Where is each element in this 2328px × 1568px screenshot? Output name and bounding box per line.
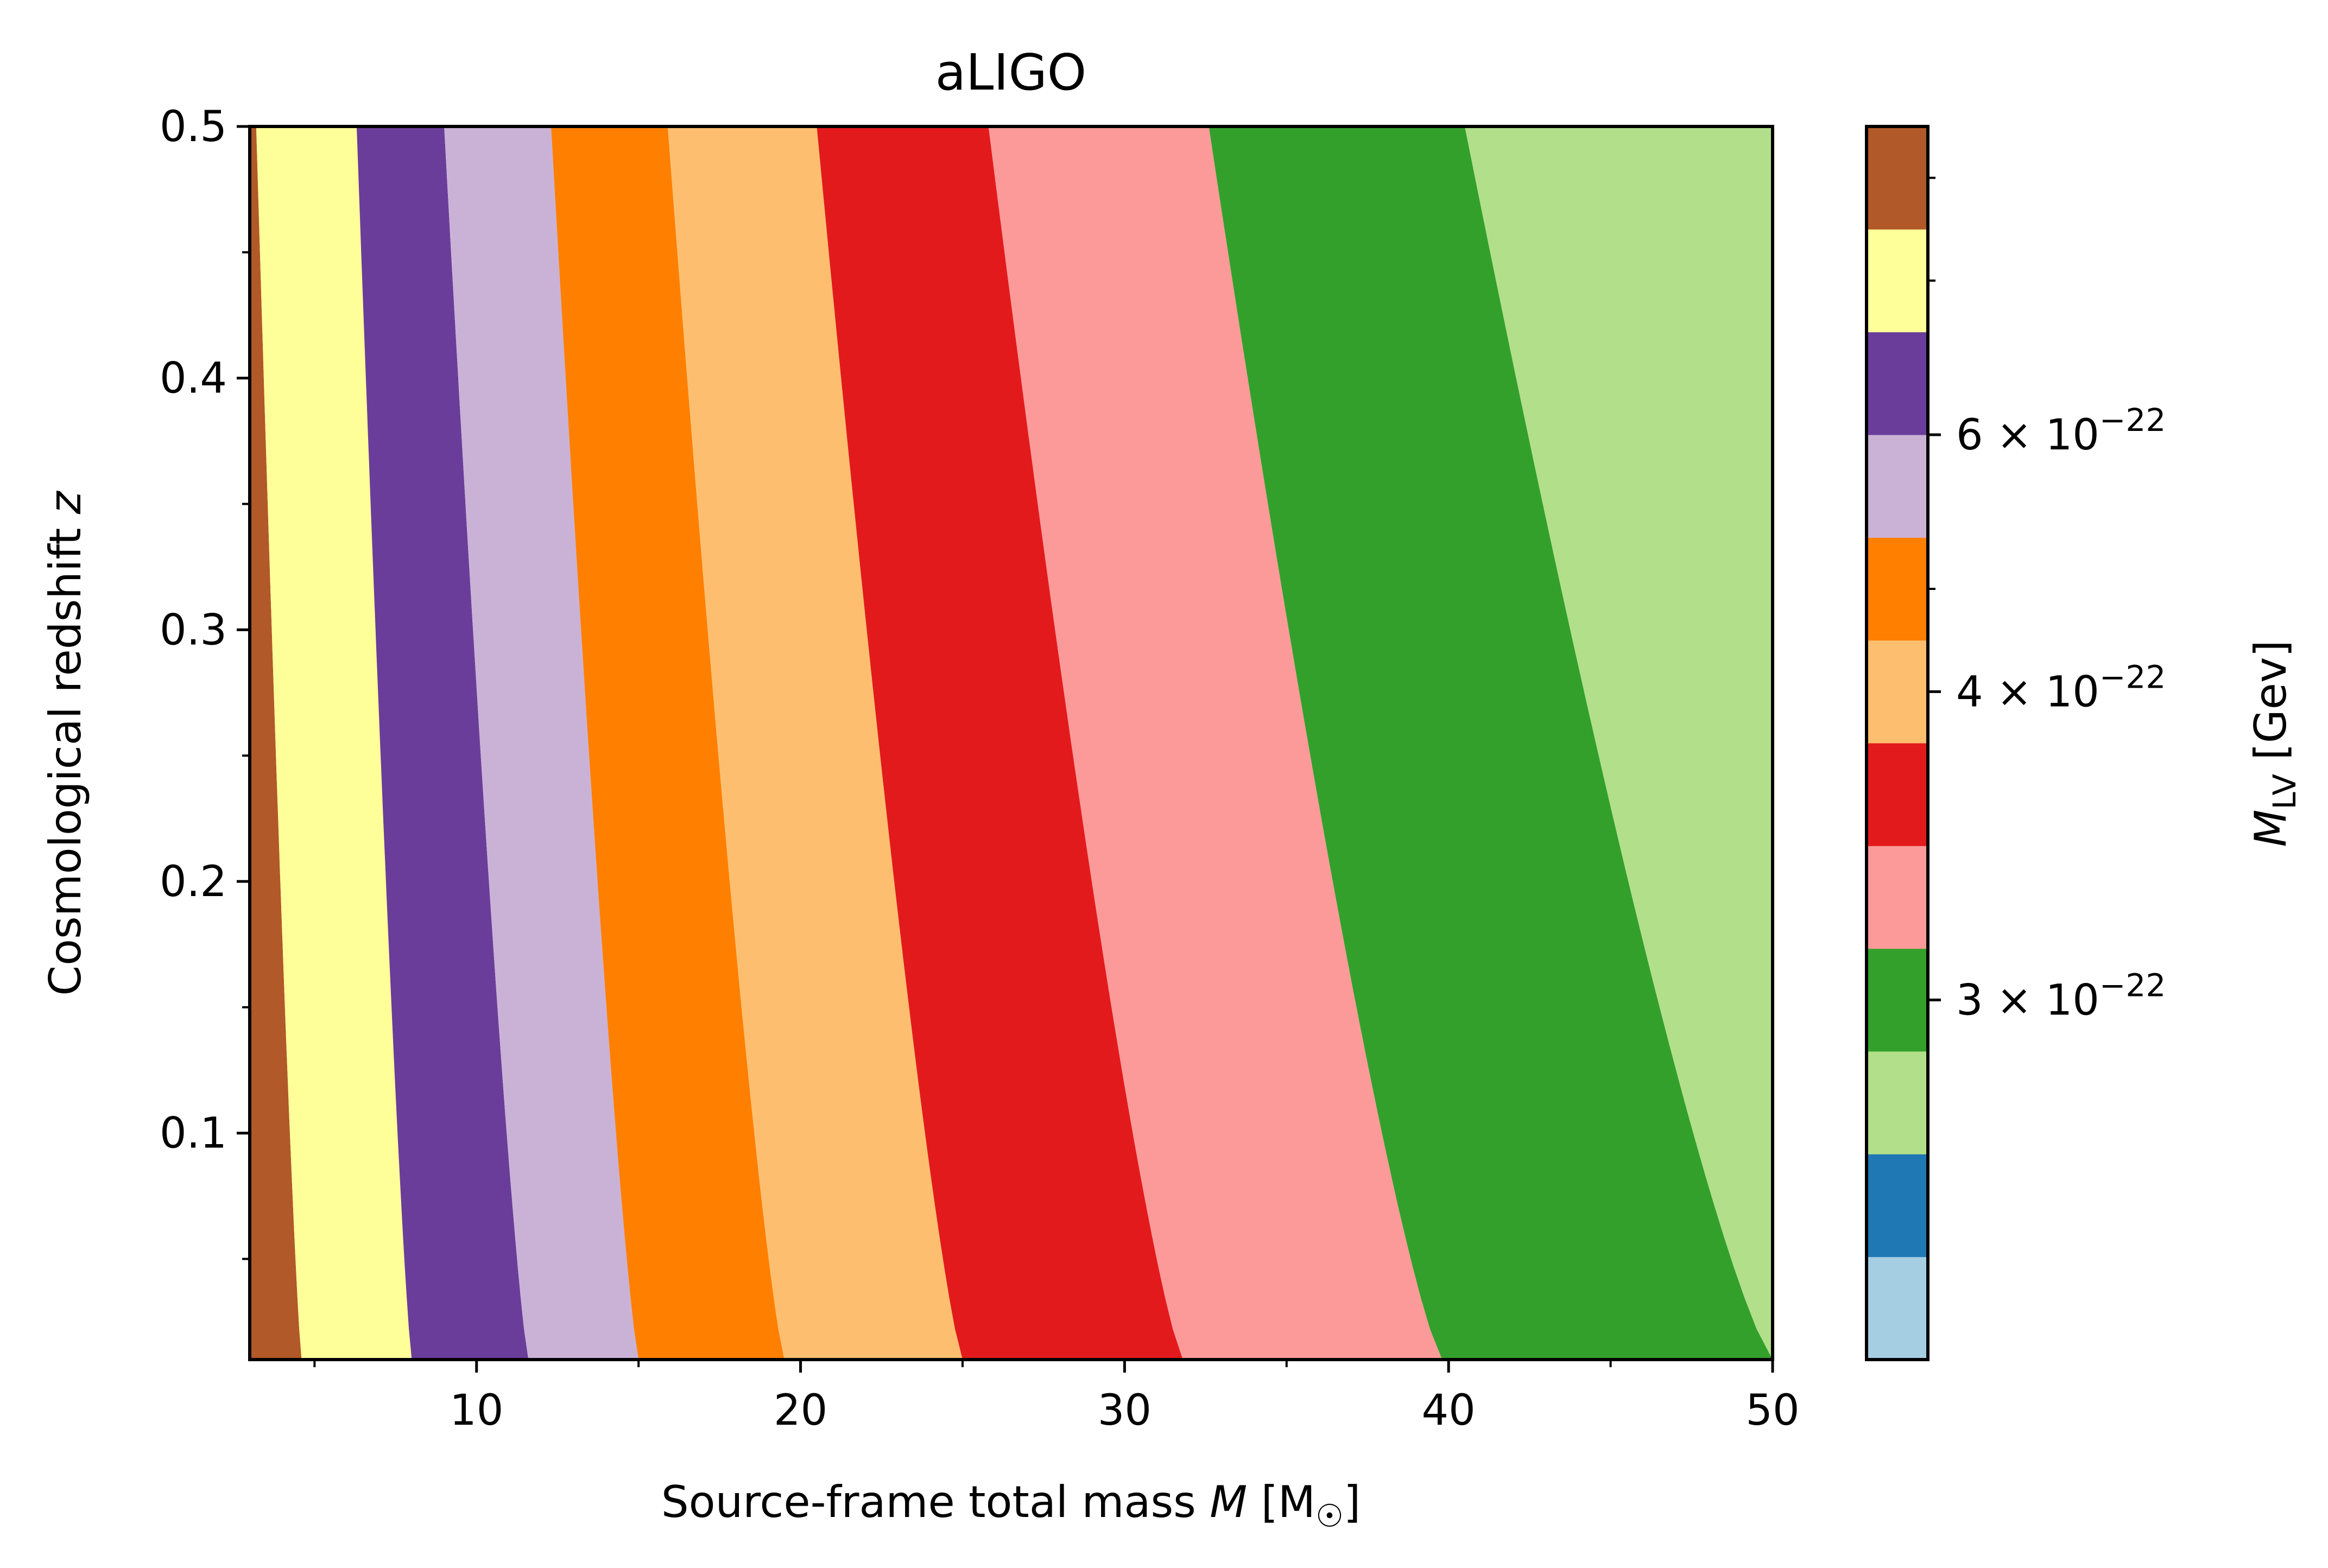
colorbar-segment xyxy=(1867,743,1928,846)
y-tick-label: 0.5 xyxy=(160,103,227,151)
colorbar-label-unit: [Gev] xyxy=(2245,640,2296,773)
y-tick-label: 0.3 xyxy=(160,606,227,655)
colorbar-segment xyxy=(1867,537,1928,641)
colorbar-tick-label: 6 × 10−22 xyxy=(1956,402,2166,460)
colorbar-segment xyxy=(1867,846,1928,949)
x-tick-label: 40 xyxy=(1422,1386,1476,1435)
colorbar-segment xyxy=(1867,1256,1928,1360)
x-axis-label-unit-close: ] xyxy=(1344,1477,1361,1527)
heatmap-band xyxy=(988,126,1443,1360)
y-axis-label: Cosmological redshift z xyxy=(40,490,91,996)
x-axis-ticks: 10 20 30 40 50 xyxy=(313,1360,1800,1435)
x-tick-label: 30 xyxy=(1098,1386,1152,1435)
colorbar-segment xyxy=(1867,1154,1928,1258)
colorbar-frame xyxy=(1865,125,1930,1361)
y-axis-label-text: Cosmological redshift xyxy=(40,514,91,996)
heatmap-band xyxy=(444,126,639,1360)
heatmap-band xyxy=(1465,126,1773,1360)
x-axis-label-unit-open: [M xyxy=(1247,1477,1315,1527)
heatmap-band xyxy=(817,126,1183,1360)
colorbar xyxy=(1867,126,1928,1360)
colorbar-ticks: 3 × 10−22 4 × 10−22 6 × 10−22 xyxy=(1928,176,2166,1025)
chart-title: aLIGO xyxy=(935,43,1086,101)
heatmap-band xyxy=(1779,126,2129,1360)
x-tick-label: 50 xyxy=(1745,1386,1799,1435)
colorbar-segment xyxy=(1867,229,1928,333)
x-tick-label: 20 xyxy=(774,1386,827,1435)
y-tick-label: 0.2 xyxy=(160,858,227,906)
colorbar-segment xyxy=(1867,948,1928,1052)
y-axis-ticks: 0.1 0.2 0.3 0.4 0.5 xyxy=(160,103,250,1260)
y-tick-label: 0.4 xyxy=(160,354,227,403)
heatmap-band xyxy=(551,126,785,1360)
colorbar-tick-label: 3 × 10−22 xyxy=(1956,967,2166,1025)
colorbar-segment xyxy=(1867,126,1928,230)
x-axis-label-text: Source-frame total mass xyxy=(661,1477,1210,1527)
heatmap-bands xyxy=(250,126,2129,1360)
y-axis-label-var: z xyxy=(40,490,91,515)
colorbar-tick-label: 4 × 10−22 xyxy=(1956,658,2166,716)
colorbar-label-var: M xyxy=(2245,810,2296,847)
x-tick-label: 10 xyxy=(450,1386,503,1435)
heatmap-band xyxy=(256,126,412,1360)
colorbar-label: MLV [Gev] xyxy=(2245,640,2303,847)
y-tick-label: 0.1 xyxy=(160,1109,227,1158)
colorbar-segment xyxy=(1867,332,1928,435)
heatmap-band xyxy=(356,126,529,1360)
plot-frame xyxy=(248,125,1774,1361)
heatmap-band xyxy=(1209,126,1773,1360)
x-axis-label-unit-sym: ☉ xyxy=(1315,1497,1344,1534)
heatmap-band xyxy=(667,126,963,1360)
heatmap-band xyxy=(250,126,302,1360)
colorbar-segment xyxy=(1867,1051,1928,1154)
colorbar-segment xyxy=(1867,640,1928,744)
x-axis-label-var: M xyxy=(1210,1477,1247,1527)
colorbar-label-sub: LV xyxy=(2266,774,2303,810)
x-axis-label: Source-frame total mass M [M☉] xyxy=(661,1477,1361,1534)
colorbar-segment xyxy=(1867,435,1928,538)
